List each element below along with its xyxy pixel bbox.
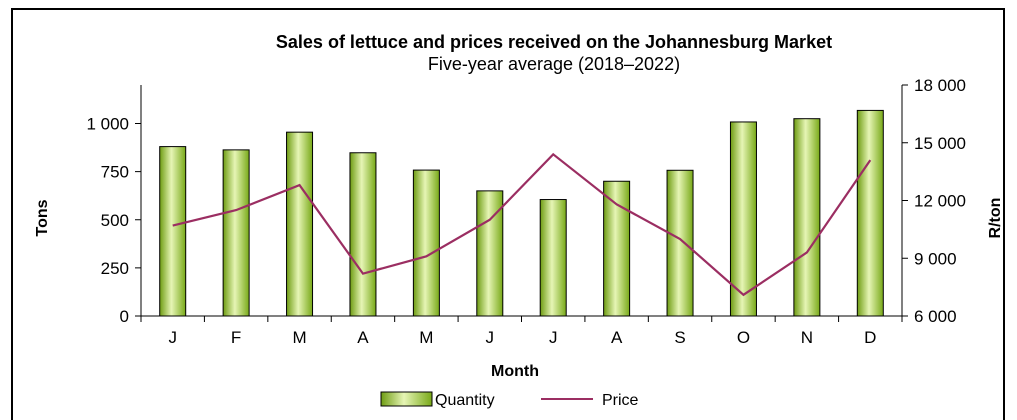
bar-quantity bbox=[349, 152, 377, 317]
bar-quantity bbox=[603, 180, 631, 317]
x-tick-label: J bbox=[486, 328, 495, 347]
left-tick-label: 250 bbox=[101, 259, 129, 278]
x-tick-label: J bbox=[549, 328, 558, 347]
legend-price-label: Price bbox=[602, 392, 639, 409]
legend: Quantity Price bbox=[380, 391, 639, 409]
x-tick-label: F bbox=[231, 328, 241, 347]
x-tick-label: M bbox=[419, 328, 433, 347]
right-tick-label: 12 000 bbox=[914, 192, 966, 211]
right-axis-ticks: 6 000 9 000 12 000 15 000 18 000 bbox=[902, 76, 966, 326]
chart-subtitle: Five-year average (2018–2022) bbox=[428, 54, 680, 74]
left-axis-ticks: 0 250 500 750 1 000 bbox=[86, 115, 141, 326]
x-tick-label: M bbox=[292, 328, 306, 347]
quantity-bars bbox=[159, 109, 884, 317]
price-line-group bbox=[172, 152, 872, 297]
left-tick-label: 500 bbox=[101, 211, 129, 230]
x-axis-title: Month bbox=[491, 363, 539, 380]
x-tick-label: N bbox=[801, 328, 813, 347]
x-tick-label: D bbox=[864, 328, 876, 347]
right-tick-label: 15 000 bbox=[914, 134, 966, 153]
bar-quantity bbox=[286, 131, 314, 317]
right-tick-label: 18 000 bbox=[914, 76, 966, 95]
left-tick-label: 1 000 bbox=[86, 115, 129, 134]
legend-quantity-swatch bbox=[380, 391, 433, 407]
y-axis-left-title: Tons bbox=[34, 199, 51, 236]
x-tick-label: A bbox=[357, 328, 369, 347]
x-tick-label: S bbox=[674, 328, 685, 347]
bar-quantity bbox=[793, 118, 821, 317]
bar-quantity bbox=[666, 169, 694, 317]
axes bbox=[140, 85, 903, 317]
x-tick-label: O bbox=[737, 328, 750, 347]
chart-title: Sales of lettuce and prices received on … bbox=[276, 32, 832, 52]
bar-quantity bbox=[539, 199, 567, 317]
bar-quantity bbox=[729, 121, 757, 317]
right-tick-label: 6 000 bbox=[914, 307, 957, 326]
chart-frame bbox=[11, 8, 1005, 420]
y-axis-right-title: R/ton bbox=[987, 198, 1004, 239]
left-tick-label: 0 bbox=[120, 307, 129, 326]
left-tick-label: 750 bbox=[101, 163, 129, 182]
x-tick-label: J bbox=[168, 328, 177, 347]
bar-quantity bbox=[159, 146, 187, 317]
price-line bbox=[172, 152, 872, 297]
bar-quantity bbox=[856, 109, 884, 317]
x-tick-label: A bbox=[611, 328, 623, 347]
bar-quantity bbox=[412, 169, 440, 317]
right-tick-label: 9 000 bbox=[914, 249, 957, 268]
legend-quantity-label: Quantity bbox=[435, 392, 495, 409]
bar-quantity bbox=[222, 149, 250, 317]
